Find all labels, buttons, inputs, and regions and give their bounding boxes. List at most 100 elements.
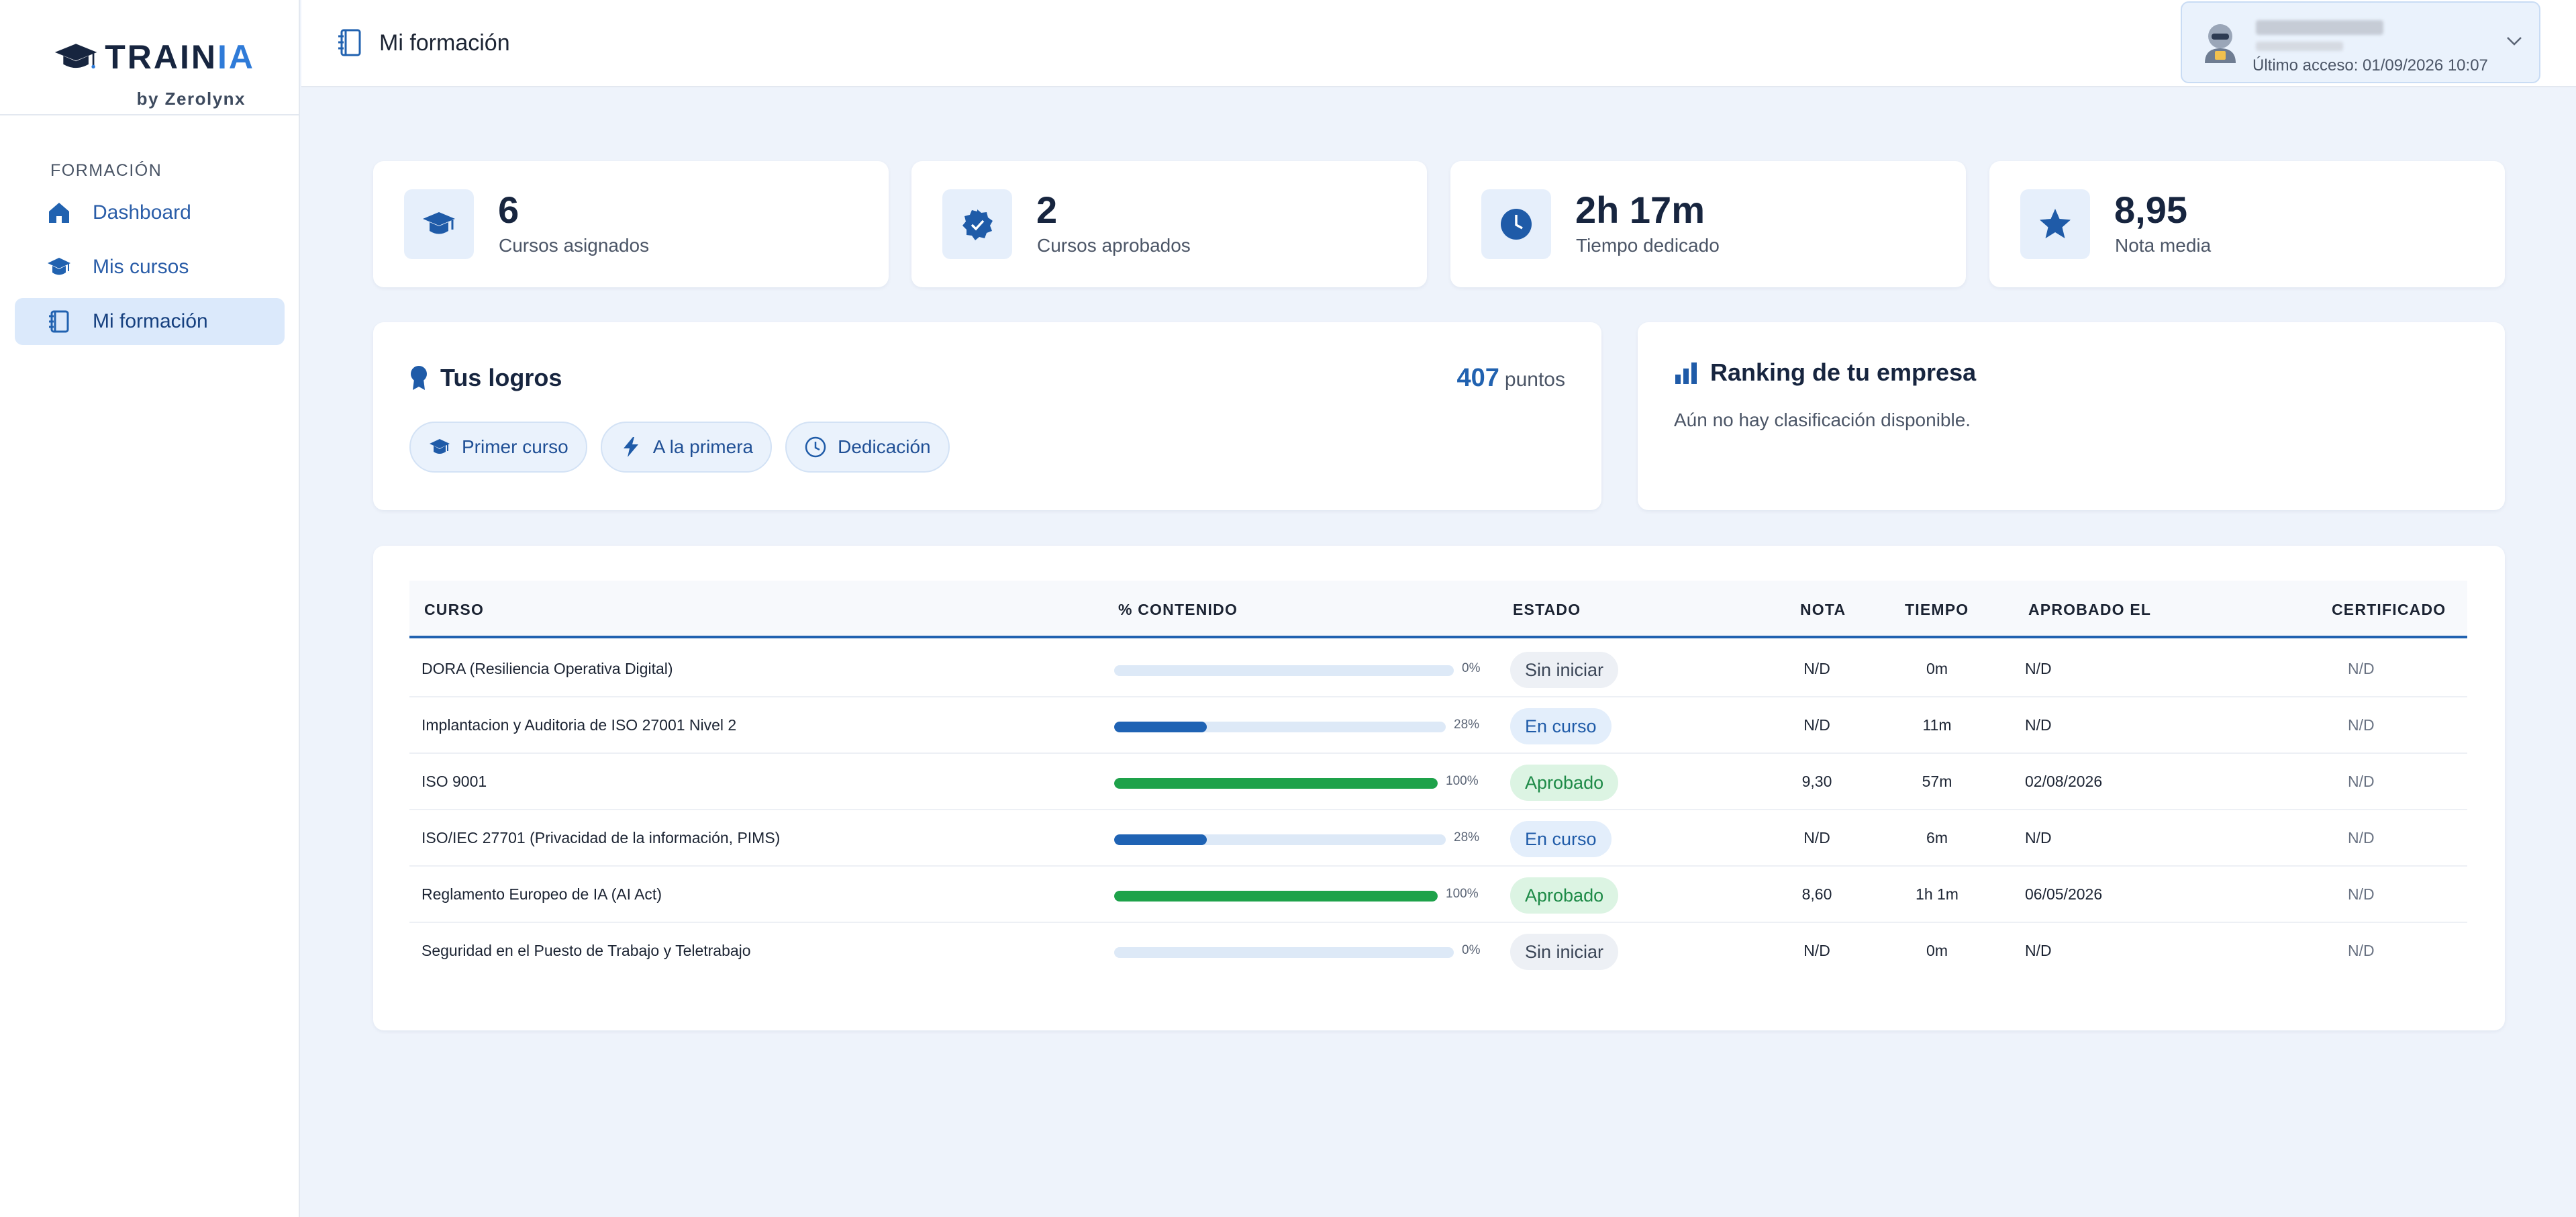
course-name[interactable]: Reglamento Europeo de IA (AI Act) bbox=[422, 885, 662, 903]
stat-value: 2 bbox=[1036, 189, 1058, 231]
stat-card-time: 2h 17m Tiempo dedicado bbox=[1450, 161, 1966, 287]
progress-percent: 28% bbox=[1454, 718, 1480, 732]
stat-card-approved: 2 Cursos aprobados bbox=[911, 161, 1427, 287]
sidebar-item-mis-cursos[interactable]: Mis cursos bbox=[15, 244, 285, 291]
column-header-approved[interactable]: APROBADO EL bbox=[2028, 601, 2152, 618]
graduation-cap-icon bbox=[423, 212, 455, 234]
time-value: 57m bbox=[1922, 773, 1952, 790]
approved-date: 02/08/2026 bbox=[2025, 773, 2103, 790]
stat-label: Cursos aprobados bbox=[1037, 235, 1191, 256]
grade-value: N/D bbox=[1803, 942, 1830, 959]
last-access-text: Último acceso: 01/09/2026 10:07 bbox=[2252, 56, 2488, 75]
sidebar-item-mi-formacion[interactable]: Mi formación bbox=[15, 298, 285, 345]
user-name-redacted bbox=[2256, 20, 2383, 35]
course-name[interactable]: ISO/IEC 27701 (Privacidad de la informac… bbox=[422, 829, 781, 846]
table-row[interactable]: ISO 9001 100% Aprobado 9,30 57m 02/08/2026 N/D bbox=[409, 754, 2467, 810]
course-name[interactable]: Implantacion y Auditoria de ISO 27001 Ni… bbox=[422, 716, 737, 734]
points-label: puntos bbox=[1504, 369, 1565, 391]
bar-chart-icon bbox=[1675, 362, 1697, 384]
star-icon bbox=[2040, 209, 2071, 238]
table-row[interactable]: DORA (Resiliencia Operativa Digital) 0% Si… bbox=[409, 641, 2467, 697]
progress-percent: 28% bbox=[1454, 830, 1480, 844]
grade-value: 8,60 bbox=[1801, 885, 1832, 903]
sidebar-item-label: Mis cursos bbox=[93, 256, 189, 278]
stat-value: 8,95 bbox=[2114, 189, 2187, 231]
certificate-value: N/D bbox=[2348, 829, 2375, 846]
graduation-cap-icon bbox=[48, 258, 70, 275]
status-badge: Sin iniciar bbox=[1510, 934, 1619, 970]
approved-date: N/D bbox=[2025, 660, 2052, 677]
stat-icon-box bbox=[1481, 189, 1551, 259]
sidebar-item-dashboard[interactable]: Dashboard bbox=[15, 189, 285, 236]
time-value: 0m bbox=[1926, 942, 1948, 959]
sidebar-nav: Dashboard Mis cursos Mi formación bbox=[15, 189, 285, 352]
progress-bar-fill bbox=[1114, 778, 1438, 789]
sidebar: TRAINIA by Zerolynx FORMACIÓN Dashboard … bbox=[0, 0, 300, 1217]
achievements-title: Tus logros bbox=[409, 364, 562, 392]
column-header-time[interactable]: TIEMPO bbox=[1905, 601, 1969, 618]
approved-date: N/D bbox=[2025, 829, 2052, 846]
progress-bar bbox=[1114, 947, 1454, 958]
progress-bar-fill bbox=[1114, 891, 1438, 902]
course-name[interactable]: Seguridad en el Puesto de Trabajo y Tele… bbox=[422, 942, 751, 959]
verified-badge-icon bbox=[962, 209, 993, 240]
column-header-certificate[interactable]: CERTIFICADO bbox=[2332, 601, 2446, 618]
brand-logo[interactable]: TRAINIA by Zerolynx bbox=[54, 38, 255, 111]
time-value: 1h 1m bbox=[1916, 885, 1959, 903]
brand-name: TRAINIA bbox=[105, 38, 255, 76]
progress-percent: 0% bbox=[1462, 943, 1481, 957]
ranking-empty-text: Aún no hay clasificación disponible. bbox=[1674, 409, 1971, 430]
sidebar-section-title: FORMACIÓN bbox=[50, 161, 162, 180]
brand-byline: by Zerolynx bbox=[136, 89, 246, 109]
table-header: CURSO % CONTENIDO ESTADO NOTA TIEMPO APR… bbox=[409, 581, 2467, 638]
graduation-cap-icon bbox=[430, 439, 450, 454]
sidebar-item-label: Mi formación bbox=[93, 310, 208, 332]
approved-date: 06/05/2026 bbox=[2025, 885, 2103, 903]
sidebar-divider bbox=[0, 114, 299, 115]
user-email-redacted bbox=[2256, 42, 2343, 51]
time-value: 6m bbox=[1926, 829, 1948, 846]
points-display: 407 puntos bbox=[1457, 364, 1565, 393]
progress-bar bbox=[1114, 834, 1446, 845]
stat-icon-box bbox=[404, 189, 474, 259]
badge-label: Dedicación bbox=[838, 436, 931, 457]
book-icon bbox=[49, 310, 69, 333]
column-header-content[interactable]: % CONTENIDO bbox=[1118, 601, 1238, 618]
badge-label: Primer curso bbox=[462, 436, 568, 457]
table-row[interactable]: Reglamento Europeo de IA (AI Act) 100% Apr… bbox=[409, 867, 2467, 923]
column-header-course[interactable]: CURSO bbox=[424, 601, 485, 618]
status-badge: Aprobado bbox=[1510, 765, 1619, 801]
topbar: Mi formación Último acceso: 01/09/2026 1… bbox=[301, 0, 2576, 87]
sidebar-item-label: Dashboard bbox=[93, 201, 191, 224]
stat-label: Nota media bbox=[2115, 235, 2212, 256]
page-title: Mi formación bbox=[336, 28, 510, 58]
clock-icon bbox=[1501, 209, 1532, 240]
graduation-cap-icon bbox=[54, 44, 97, 69]
achievements-title-text: Tus logros bbox=[440, 364, 562, 391]
badge-dedicacion[interactable]: Dedicación bbox=[785, 422, 950, 473]
clock-icon bbox=[805, 436, 826, 458]
progress-percent: 100% bbox=[1446, 774, 1479, 788]
column-header-status[interactable]: ESTADO bbox=[1513, 601, 1581, 618]
grade-value: N/D bbox=[1803, 660, 1830, 677]
badge-a-la-primera[interactable]: A la primera bbox=[600, 422, 773, 473]
avatar-icon bbox=[2205, 24, 2236, 63]
status-badge: En curso bbox=[1510, 708, 1612, 744]
stat-label: Cursos asignados bbox=[499, 235, 650, 256]
badge-primer-curso[interactable]: Primer curso bbox=[409, 422, 587, 473]
stat-card-average-grade: 8,95 Nota media bbox=[1989, 161, 2505, 287]
user-menu[interactable]: Último acceso: 01/09/2026 10:07 bbox=[2181, 1, 2540, 83]
status-badge: Sin iniciar bbox=[1510, 652, 1619, 688]
progress-bar bbox=[1114, 722, 1446, 732]
course-name[interactable]: ISO 9001 bbox=[422, 773, 487, 790]
column-header-grade[interactable]: NOTA bbox=[1800, 601, 1846, 618]
chevron-down-icon[interactable] bbox=[2506, 35, 2523, 47]
table-row[interactable]: Implantacion y Auditoria de ISO 27001 Ni… bbox=[409, 697, 2467, 754]
status-badge: En curso bbox=[1510, 821, 1612, 857]
table-row[interactable]: ISO/IEC 27701 (Privacidad de la informac… bbox=[409, 810, 2467, 867]
table-row[interactable]: Seguridad en el Puesto de Trabajo y Tele… bbox=[409, 923, 2467, 979]
course-name[interactable]: DORA (Resiliencia Operativa Digital) bbox=[422, 660, 673, 677]
ranking-title-text: Ranking de tu empresa bbox=[1710, 358, 1977, 386]
medal-icon bbox=[411, 366, 427, 390]
progress-percent: 0% bbox=[1462, 661, 1481, 675]
